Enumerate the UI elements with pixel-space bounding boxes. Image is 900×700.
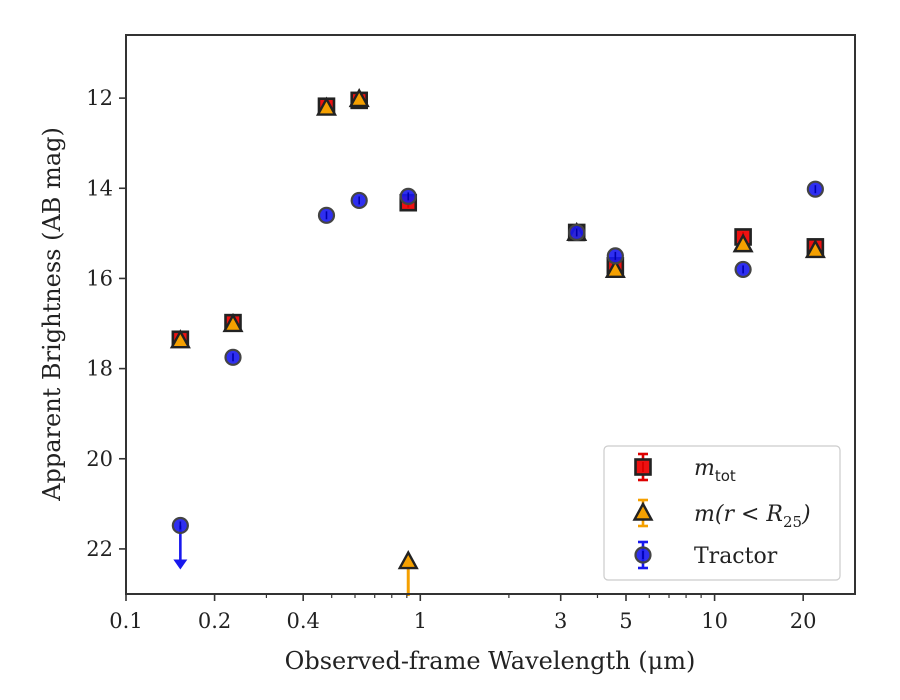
axes: 0.1 0.2 0.4 1 3 5 10 20 12 14 16 18 20 22: [86, 86, 816, 633]
legend: mtot m(r < R25) Tractor: [603, 445, 841, 581]
x-axis-label: Observed-frame Wavelength (μm): [285, 647, 696, 675]
legend-marker: [632, 501, 654, 521]
triangle-marker: [804, 238, 826, 259]
series-tractor: [171, 180, 824, 570]
data-point: [604, 258, 626, 279]
data-point: [806, 180, 824, 198]
legend-less-than: < R: [734, 502, 783, 527]
legend-label: m(r < R25): [694, 502, 811, 531]
y-tick-label: 14: [86, 176, 113, 200]
x-tick-label: 1: [414, 609, 427, 633]
data-point: [804, 238, 826, 259]
triangle-marker: [169, 329, 191, 349]
data-point: [169, 329, 191, 349]
data-marks: [169, 87, 826, 596]
data-point: [350, 191, 368, 210]
x-tick-label: 0.4: [286, 609, 319, 633]
triangle-marker: [632, 501, 654, 521]
triangle-marker: [315, 96, 338, 116]
x-tick-label: 0.1: [109, 609, 142, 633]
data-point: [568, 223, 586, 242]
legend-entry-tractor: Tractor: [634, 540, 778, 570]
limit-arrow-head: [173, 559, 188, 570]
data-point: [399, 187, 417, 205]
data-point: [606, 247, 624, 265]
legend-marker: [634, 546, 652, 564]
data-point: [315, 96, 338, 116]
y-tick-label: 22: [86, 537, 113, 561]
legend-marker: [634, 458, 652, 476]
triangle-marker: [604, 258, 626, 279]
data-point: [397, 550, 419, 570]
triangle-marker: [222, 312, 244, 333]
legend-label-main: m: [694, 456, 715, 481]
x-tick-label: 0.2: [198, 609, 231, 633]
y-tick-label: 20: [86, 447, 113, 471]
triangle-marker: [348, 87, 370, 108]
data-point: [732, 233, 754, 253]
legend-box: [603, 445, 841, 581]
x-tick-label: 5: [619, 609, 632, 633]
data-point: [222, 312, 244, 333]
series-mtot: [171, 91, 825, 349]
plot-frame: [125, 34, 856, 595]
y-tick-label: 16: [86, 266, 113, 290]
legend-label-main: m(r: [694, 502, 735, 527]
legend-label-tail: ): [801, 502, 811, 527]
x-tick-label: 20: [790, 609, 817, 633]
legend-entry-m25: m(r < R25): [632, 498, 811, 531]
data-point: [224, 348, 242, 366]
x-tick-label: 10: [701, 609, 728, 633]
triangle-marker: [732, 233, 754, 253]
legend-label: Tractor: [694, 544, 778, 569]
x-tick-label: 3: [554, 609, 567, 633]
legend-label-sub: tot: [715, 467, 736, 485]
legend-entry-mtot: mtot: [634, 452, 736, 485]
data-point: [348, 87, 370, 108]
legend-label: mtot: [694, 456, 736, 485]
data-point: [171, 516, 189, 535]
y-axis-label: Apparent Brightness (AB mag): [38, 127, 66, 502]
data-point: [317, 206, 336, 224]
triangle-marker: [397, 550, 419, 570]
y-tick-label: 18: [86, 357, 113, 381]
data-point: [734, 260, 752, 279]
legend-label-sub: 25: [783, 513, 802, 531]
y-tick-label: 12: [86, 86, 113, 110]
